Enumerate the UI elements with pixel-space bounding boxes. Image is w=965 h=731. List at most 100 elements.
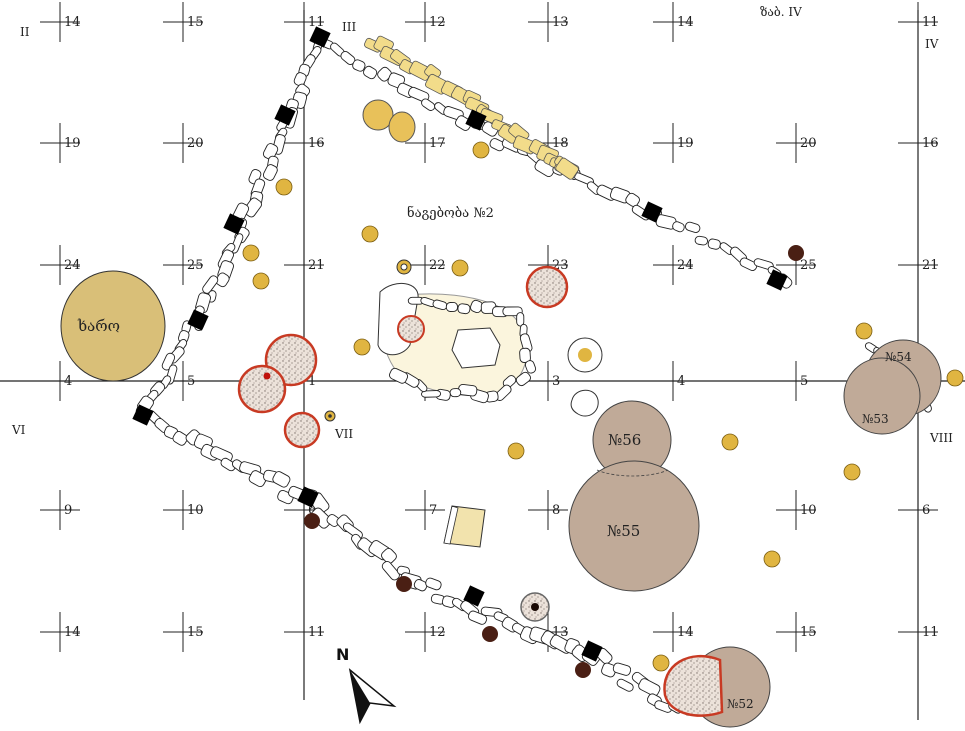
wall-stone: [457, 303, 471, 315]
grid-label: 10: [187, 503, 204, 518]
wall-stone: [215, 272, 230, 288]
building-label: ნაგებობა №2: [407, 205, 494, 221]
wall-stone: [638, 678, 661, 697]
black-post: [223, 213, 245, 235]
grid-label: 12: [429, 625, 446, 640]
wall-stone: [685, 221, 701, 233]
label-iii: III: [342, 20, 356, 34]
ochre-vessel: [362, 99, 394, 131]
ochre-post-hole: [763, 550, 781, 568]
pit-red-3: [283, 411, 321, 449]
ochre-post-hole: [242, 244, 260, 262]
wall-stone: [421, 390, 442, 398]
feature-53: [843, 357, 921, 435]
wall-stone: [413, 579, 428, 592]
black-post: [641, 201, 663, 223]
grid-label: 13: [552, 15, 569, 30]
label-iv: IV: [925, 37, 939, 51]
grid-label: 8: [552, 503, 560, 518]
grid-label: 11: [308, 15, 325, 30]
grid-label: 5: [187, 374, 195, 389]
black-post: [766, 269, 788, 291]
black-post: [132, 404, 154, 426]
black-post: [463, 585, 485, 607]
ochre-stone-row: [362, 35, 580, 180]
black-post: [297, 486, 319, 508]
north-arrow-label: N: [336, 645, 349, 664]
feature-52-label: №52: [727, 697, 754, 711]
ochre-post-hole: [275, 178, 293, 196]
ochre-post-hole: [353, 338, 371, 356]
white-ring-core: [578, 348, 592, 362]
grid-label: 16: [308, 136, 325, 151]
wall-stone: [468, 610, 488, 625]
feature-55-56-seam: [596, 469, 669, 477]
wall-stone: [220, 457, 236, 472]
grid-label: 21: [922, 258, 939, 273]
wall-stone: [519, 347, 531, 363]
grid-label: 19: [64, 136, 81, 151]
ochre-stone: [555, 157, 579, 180]
white-oval-stone: [570, 389, 599, 417]
grave-pit: [60, 270, 166, 382]
wall-stone: [694, 235, 709, 246]
grid-label: 14: [64, 15, 81, 30]
dark-post-hole: [788, 245, 804, 261]
pit-red-2: [237, 364, 287, 414]
black-post: [274, 104, 296, 126]
label-zab-iv: ზაბ. IV: [760, 5, 802, 19]
grid-label: 16: [922, 136, 939, 151]
black-post: [309, 26, 331, 48]
grid-label: 18: [552, 136, 569, 151]
wall-stone: [202, 275, 219, 294]
grid-label: 1: [308, 374, 316, 389]
black-post: [465, 109, 487, 131]
wall-stone: [161, 352, 176, 371]
feature-55: [568, 460, 700, 592]
ochre-post-hole: [946, 369, 964, 387]
grid-label: 11: [922, 15, 939, 30]
north-arrow-fill: [350, 670, 370, 722]
ochre-post-hole: [361, 225, 379, 243]
grid-crosses: [40, 2, 938, 652]
grid-label: 15: [187, 625, 204, 640]
feature-56-label: №56: [608, 431, 641, 449]
wall-stone: [516, 312, 525, 327]
grid-label: 5: [800, 374, 808, 389]
black-posts: [132, 26, 788, 662]
grid-label: 22: [429, 258, 446, 273]
wall-stone: [672, 221, 685, 233]
grid-label: 15: [800, 625, 817, 640]
grid-label: 21: [308, 258, 325, 273]
hearth-stone: [451, 327, 501, 369]
grid-label: 6: [308, 503, 316, 518]
ochre-post-hole: [855, 322, 873, 340]
grid-label: 10: [800, 503, 817, 518]
ochre-post-hole: [451, 259, 469, 277]
wall-stone: [425, 577, 442, 591]
ochre-post-hole: [843, 463, 861, 481]
grid-label: 25: [800, 258, 817, 273]
red-dot: [263, 372, 271, 380]
dark-post-hole: [396, 576, 412, 592]
feature-53-label: №53: [862, 412, 889, 426]
label-ii: II: [20, 25, 30, 39]
ochre-post-hole: [252, 272, 270, 290]
wall-stone: [616, 678, 634, 692]
dark-post-hole: [482, 626, 498, 642]
wall-stone: [612, 662, 632, 676]
grid-label: 24: [677, 258, 694, 273]
grid-label: 14: [677, 15, 694, 30]
wall-stone: [352, 59, 366, 72]
grid-label: 20: [187, 136, 204, 151]
grid-label: 17: [429, 136, 446, 151]
grid-label: 14: [64, 625, 81, 640]
small-ring-inner: [328, 414, 332, 418]
pit-red-4: [525, 265, 569, 309]
grid-label: 19: [677, 136, 694, 151]
grave-label: ხარო: [77, 317, 120, 335]
ochre-vessel: [388, 111, 416, 143]
grid-label: 4: [677, 374, 685, 389]
label-vi: VI: [11, 423, 26, 437]
